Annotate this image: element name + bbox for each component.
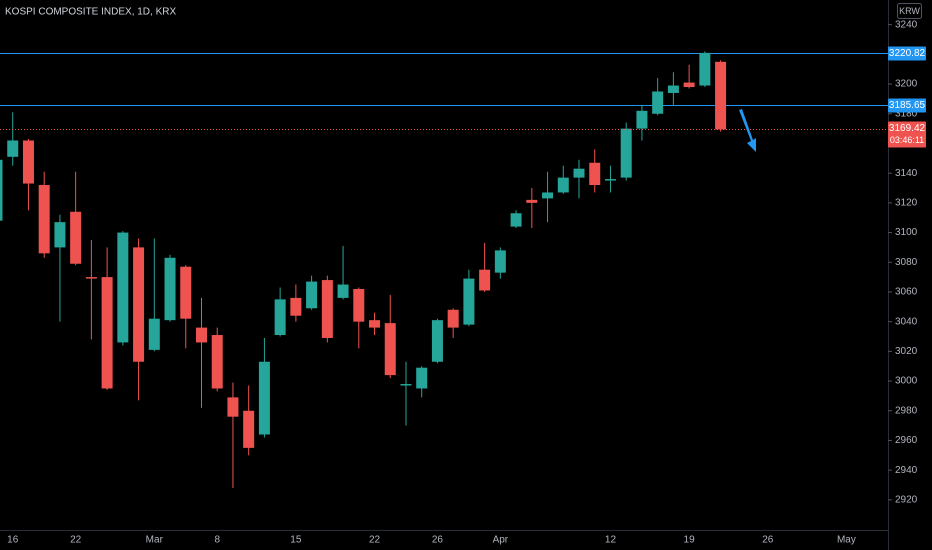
candle-body (573, 168, 585, 178)
candle-body (70, 211, 82, 264)
price-label: 3220.82 (889, 48, 926, 59)
y-tick-label: 3020 (895, 346, 918, 357)
x-tick-label: 22 (369, 535, 381, 546)
candle-body (290, 297, 302, 316)
chart-title: KOSPI COMPOSITE INDEX, 1D, KRX (5, 7, 176, 18)
candle-body (620, 128, 632, 178)
candle-body (0, 159, 3, 221)
y-tick-label: 3120 (895, 197, 918, 208)
x-tick-label: 12 (605, 535, 617, 546)
candle-body (542, 192, 554, 199)
candle-body (243, 410, 255, 448)
candle-body (133, 247, 145, 362)
y-tick-label: 3240 (895, 19, 918, 30)
x-tick-label: 16 (7, 535, 19, 546)
candle-body (180, 266, 192, 319)
currency-box[interactable] (897, 3, 922, 19)
candle-body (148, 318, 160, 350)
candle-body (416, 367, 428, 389)
y-tick-label: 3040 (895, 316, 918, 327)
last-price-box (888, 121, 926, 148)
candle-body (353, 288, 365, 322)
y-tick-label: 3100 (895, 227, 918, 238)
y-tick-label: 3200 (895, 79, 918, 90)
arrow-annotation (739, 109, 756, 152)
candle-body (337, 284, 349, 298)
y-tick-label: 3000 (895, 376, 918, 387)
x-tick-label: May (837, 535, 856, 546)
candle-body (164, 257, 176, 321)
candle-body (479, 269, 491, 291)
y-tick-label: 3080 (895, 257, 918, 268)
candle-body (463, 278, 475, 325)
x-tick-label: 26 (432, 535, 444, 546)
y-tick-label: 3060 (895, 287, 918, 298)
x-tick-label: 19 (684, 535, 696, 546)
x-tick-label: 22 (70, 535, 82, 546)
candle-body (195, 327, 207, 343)
candle-body (494, 250, 506, 273)
candle-body (211, 335, 223, 389)
y-tick-label: 2920 (895, 494, 918, 505)
x-tick-label: Apr (493, 535, 509, 546)
candle-body (227, 397, 239, 417)
candle-body (22, 140, 34, 184)
candle-body (526, 199, 538, 203)
currency[interactable]: KRW (899, 6, 920, 16)
price-label: 3185.65 (889, 100, 926, 111)
y-tick-label: 2960 (895, 435, 918, 446)
price-label-box (888, 98, 926, 113)
x-tick-label: 26 (762, 535, 774, 546)
candle-body (683, 82, 695, 88)
y-tick-label: 2980 (895, 405, 918, 416)
candle-body (384, 323, 396, 376)
candle-body (604, 179, 616, 181)
candle-body (400, 384, 412, 386)
x-tick-label: 15 (290, 535, 302, 546)
candle-body (258, 361, 270, 435)
candle-body (101, 277, 113, 389)
candle-body (510, 213, 522, 227)
candle-body (7, 140, 19, 157)
price-label-box (888, 46, 926, 61)
candle-body (431, 320, 443, 362)
candle-body (369, 320, 381, 328)
candle-body (636, 110, 648, 129)
candle-body (54, 222, 66, 248)
y-tick-label: 2940 (895, 465, 918, 476)
y-tick-label: 3180 (895, 108, 918, 119)
x-tick-label: Mar (146, 535, 164, 546)
candle-body (589, 162, 601, 186)
candle-body (274, 299, 286, 336)
candle-body (652, 91, 664, 114)
candle-body (85, 277, 97, 279)
y-tick-label: 3140 (895, 168, 918, 179)
candle-body (38, 185, 50, 254)
candle-body (447, 309, 459, 328)
candle-body (557, 177, 569, 193)
candle-body (306, 281, 318, 309)
x-tick-label: 8 (214, 535, 220, 546)
last-price-label: 3169.42 (889, 123, 926, 134)
candle-body (667, 85, 679, 93)
candle-body (699, 52, 711, 86)
candle-body (715, 61, 727, 130)
candle-body (321, 280, 333, 338)
candle-body (117, 232, 129, 343)
countdown: 03:46:11 (890, 135, 924, 145)
